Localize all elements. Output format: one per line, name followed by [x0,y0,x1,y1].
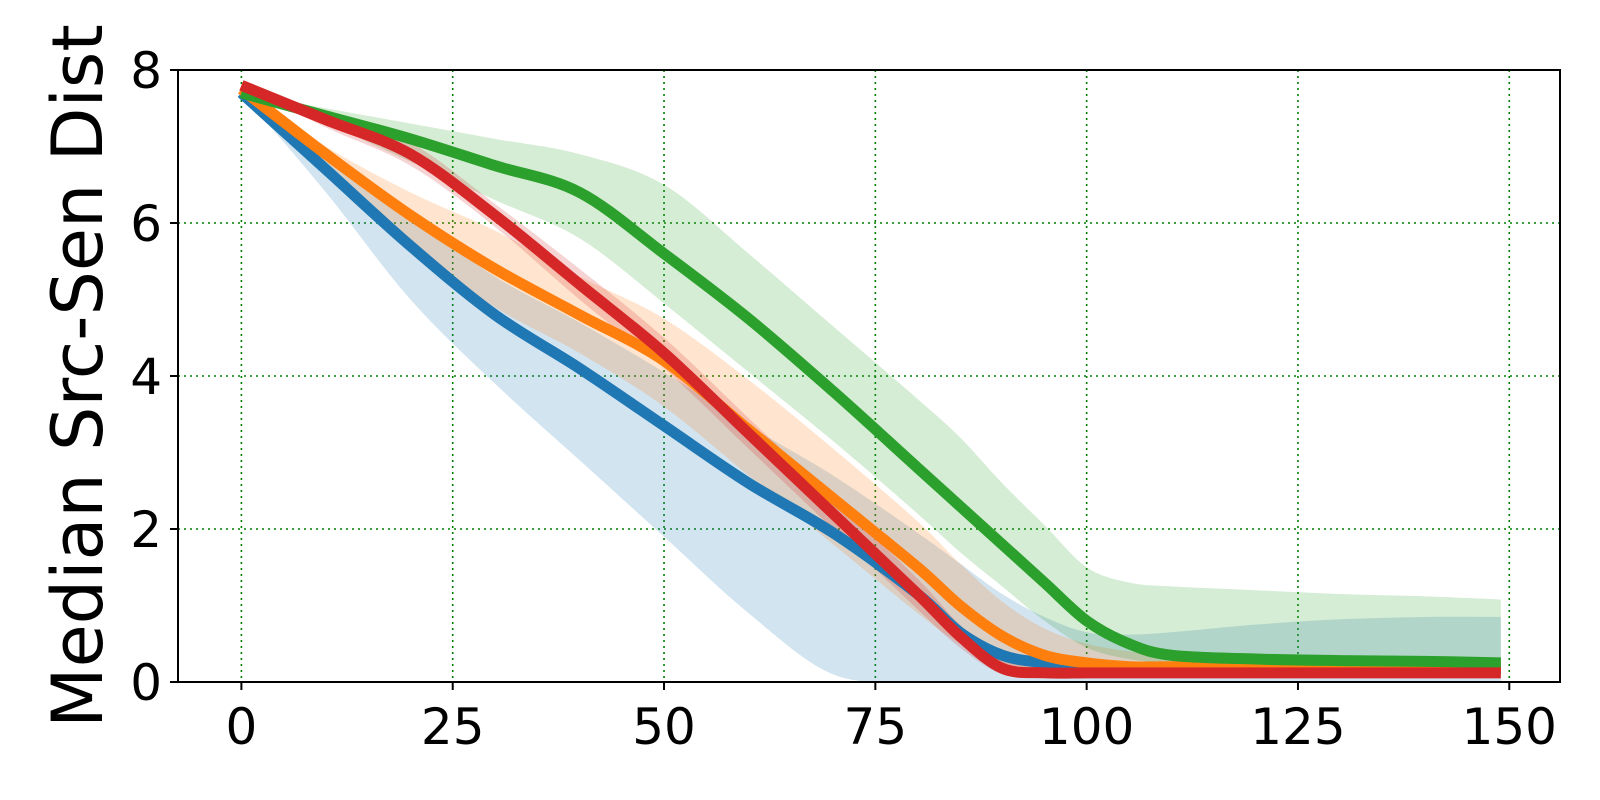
series-2-line [238,84,1501,673]
series-3-line [239,87,1501,669]
y-tick-label: 2 [130,501,162,559]
y-tick-label: 0 [130,654,162,712]
y-tick-label: 4 [130,348,162,406]
x-tick-label: 125 [1250,698,1345,756]
y-tick-label: 8 [130,42,162,100]
confidence-bands [241,85,1501,683]
x-tick-label: 50 [632,698,696,756]
series-lines [237,80,1501,679]
series-4-line [239,80,1501,679]
y-axis-label: Median Src-Sen Dist [37,24,119,728]
x-tick-label: 150 [1462,698,1557,756]
series-3-band [241,92,1501,667]
x-tick-label: 100 [1039,698,1134,756]
x-tick-label: 75 [844,698,908,756]
x-tick-label: 0 [225,698,257,756]
x-tick-label: 25 [421,698,485,756]
axis-ticks: 0 25 50 75 100 125 150 0 2 4 6 8 [130,42,1557,756]
y-tick-label: 6 [130,195,162,253]
